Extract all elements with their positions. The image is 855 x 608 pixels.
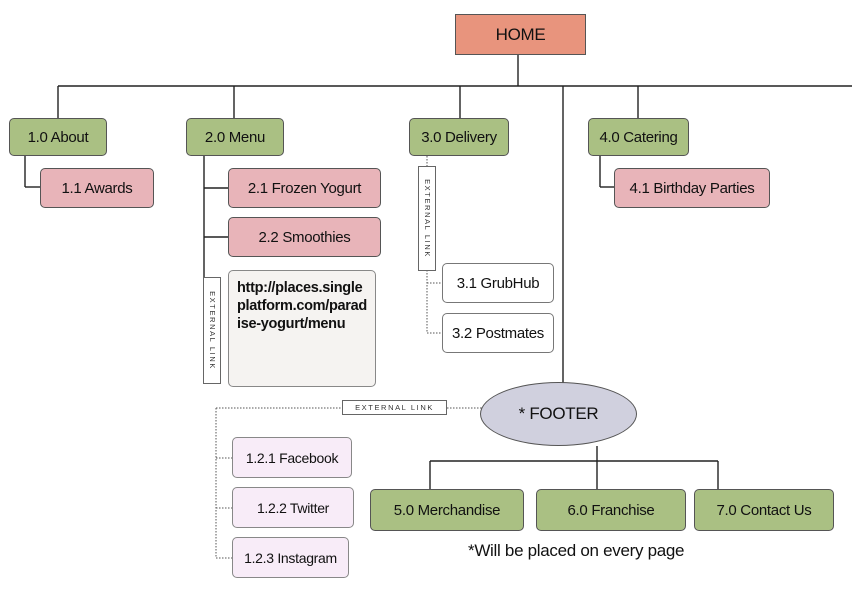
footer-node[interactable]: * FOOTER [480, 382, 637, 446]
instagram-node[interactable]: 1.2.3 Instagram [232, 537, 349, 578]
frozen-yogurt-node[interactable]: 2.1 Frozen Yogurt [228, 168, 381, 208]
twitter-node[interactable]: 1.2.2 Twitter [232, 487, 354, 528]
facebook-node[interactable]: 1.2.1 Facebook [232, 437, 352, 478]
contact-us-node[interactable]: 7.0 Contact Us [694, 489, 834, 531]
birthday-parties-node[interactable]: 4.1 Birthday Parties [614, 168, 770, 208]
grubhub-node[interactable]: 3.1 GrubHub [442, 263, 554, 303]
home-node[interactable]: HOME [455, 14, 586, 55]
external-link-text: EXTERNAL LINK [422, 179, 432, 258]
external-link-text: EXTERNAL LINK [207, 291, 217, 370]
postmates-node[interactable]: 3.2 Postmates [442, 313, 554, 353]
smoothies-node[interactable]: 2.2 Smoothies [228, 217, 381, 257]
about-node[interactable]: 1.0 About [9, 118, 107, 156]
external-link-label: EXTERNAL LINK [203, 277, 221, 384]
merchandise-node[interactable]: 5.0 Merchandise [370, 489, 524, 531]
menu-node[interactable]: 2.0 Menu [186, 118, 284, 156]
external-link-label: EXTERNAL LINK [418, 166, 436, 271]
external-link-text: EXTERNAL LINK [355, 403, 434, 412]
catering-node[interactable]: 4.0 Catering [588, 118, 689, 156]
franchise-node[interactable]: 6.0 Franchise [536, 489, 686, 531]
menu-url-node[interactable]: http://places.singleplatform.com/paradis… [228, 270, 376, 387]
external-link-label: EXTERNAL LINK [342, 400, 447, 415]
awards-node[interactable]: 1.1 Awards [40, 168, 154, 208]
footer-note: *Will be placed on every page [468, 541, 685, 560]
delivery-node[interactable]: 3.0 Delivery [409, 118, 509, 156]
